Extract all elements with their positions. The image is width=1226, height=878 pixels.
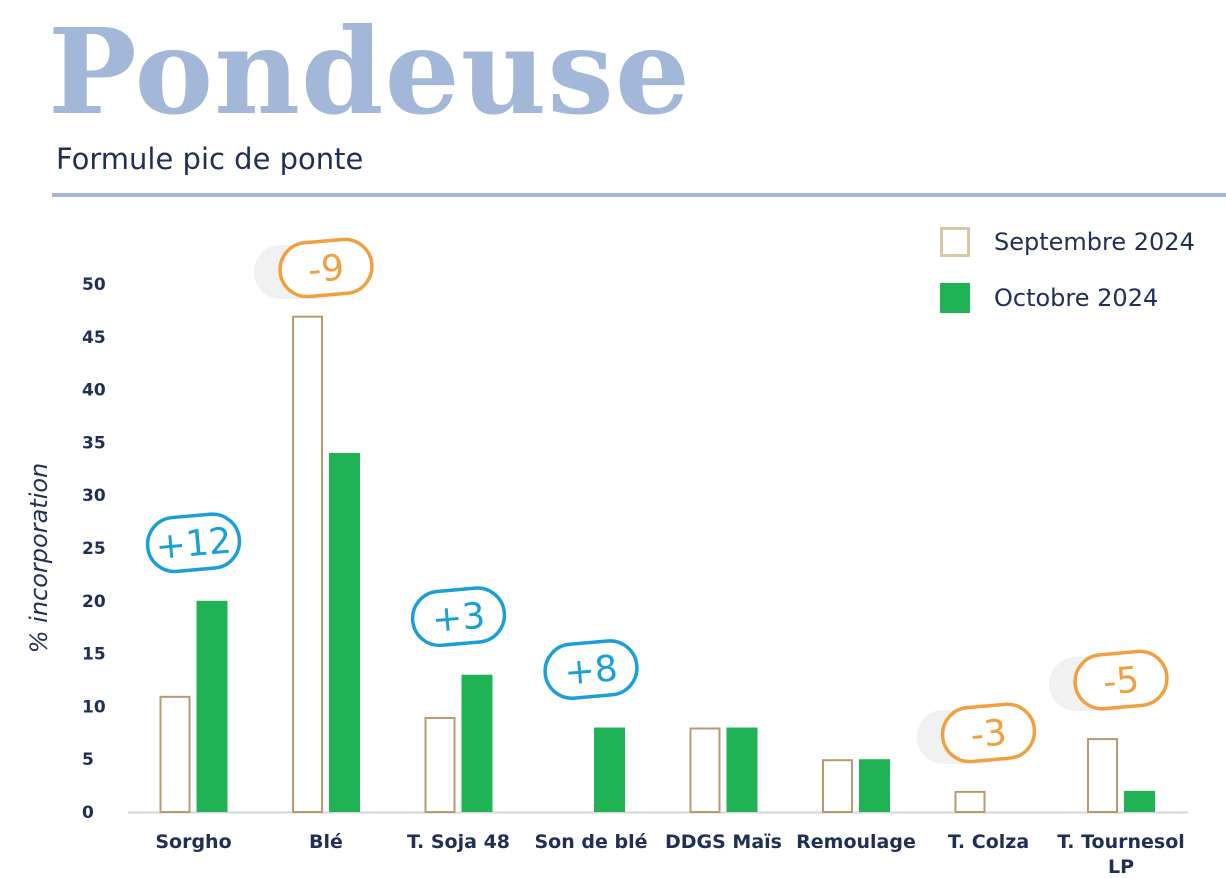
- y-tick-label: 20: [82, 592, 106, 612]
- annotation-label: -9: [306, 248, 345, 292]
- chart-legend: Septembre 2024 Octobre 2024: [940, 224, 1195, 336]
- annotation-badge-sorgho: +12: [145, 512, 242, 574]
- legend-swatch-octobre: [940, 283, 970, 313]
- annotation-badge-t-colza: -3: [940, 702, 1037, 764]
- bar-septembre-ble: [292, 315, 323, 813]
- y-tick-label: 25: [82, 539, 106, 559]
- annotation-label: +12: [154, 521, 233, 568]
- annotation-label: -5: [1101, 660, 1140, 704]
- bar-octobre-ddgs-mais: [726, 727, 758, 812]
- page-subtitle: Formule pic de ponte: [56, 142, 364, 176]
- y-tick-label: 40: [82, 381, 106, 401]
- x-tick-label-t-tournesol-lp: T. Tournesol LP: [1057, 831, 1185, 878]
- bar-octobre-ble: [329, 452, 360, 812]
- annotation-label: -3: [969, 712, 1008, 756]
- page-title: Pondeuse: [48, 2, 691, 141]
- y-axis-title: % incorporation: [25, 463, 53, 654]
- bar-octobre-son-de-ble: [594, 727, 625, 812]
- x-tick-label-ddgs-mais: DDGS Maïs: [665, 831, 782, 853]
- bar-octobre-sorgho: [196, 600, 228, 812]
- annotation-label: +3: [430, 595, 486, 640]
- annotation-pill: [410, 586, 507, 648]
- chart-annotations: +12 -9 +3 +8 -3 -5: [145, 237, 1169, 764]
- legend-item-octobre: Octobre 2024: [940, 280, 1195, 316]
- annotation-badge-ble: -9: [278, 237, 374, 299]
- chart-bars: [159, 315, 1155, 814]
- bar-septembre-remoulage: [822, 759, 853, 814]
- x-tick-label-t-colza: T. Colza: [948, 831, 1029, 853]
- y-tick-label: 30: [82, 486, 106, 506]
- bar-septembre-sorgho: [159, 695, 191, 814]
- x-tick-label-son-de-ble: Son de blé: [535, 831, 648, 853]
- bar-septembre-t-soja-48: [424, 716, 456, 814]
- x-tick-label-sorgho: Sorgho: [155, 831, 231, 853]
- bar-septembre-t-colza: [954, 790, 986, 814]
- bar-octobre-remoulage: [859, 759, 890, 812]
- bar-septembre-ddgs-mais: [689, 727, 721, 814]
- x-tick-label-remoulage: Remoulage: [796, 831, 916, 853]
- bar-octobre-t-soja-48: [461, 674, 493, 812]
- annotation-badge-t-tournesol-lp: -5: [1073, 649, 1169, 711]
- y-tick-label: 10: [82, 697, 106, 717]
- legend-label-septembre: Septembre 2024: [994, 228, 1195, 256]
- y-tick-label: 5: [82, 750, 94, 770]
- header-divider: [52, 193, 1226, 197]
- chart-labels: Sorgho Blé T. Soja 48 Son de blé DDGS Maïs Re…: [155, 831, 1184, 878]
- annotation-pill: [543, 639, 639, 700]
- bar-octobre-t-tournesol-lp: [1124, 790, 1155, 812]
- legend-swatch-septembre: [940, 227, 970, 257]
- annotation-label: +8: [563, 648, 619, 693]
- x-tick-label-ble: Blé: [309, 831, 343, 853]
- y-tick-label: 50: [82, 275, 106, 295]
- bar-septembre-t-tournesol-lp: [1087, 738, 1118, 814]
- annotation-badge-son-de-ble: +8: [543, 639, 639, 700]
- y-tick-label: 45: [82, 328, 106, 348]
- y-tick-label: 15: [82, 645, 106, 665]
- y-tick-label: 35: [82, 433, 106, 453]
- annotation-pill: [1073, 649, 1169, 711]
- annotation-shadows: [254, 245, 1141, 764]
- annotation-pill: [940, 702, 1037, 764]
- x-tick-label-t-soja-48: T. Soja 48: [407, 831, 510, 853]
- y-tick-label: 0: [82, 803, 94, 823]
- annotation-pill: [145, 512, 242, 574]
- legend-label-octobre: Octobre 2024: [994, 284, 1159, 312]
- annotation-badge-t-soja-48: +3: [410, 586, 507, 648]
- annotation-pill: [278, 237, 374, 299]
- legend-item-septembre: Septembre 2024: [940, 224, 1195, 260]
